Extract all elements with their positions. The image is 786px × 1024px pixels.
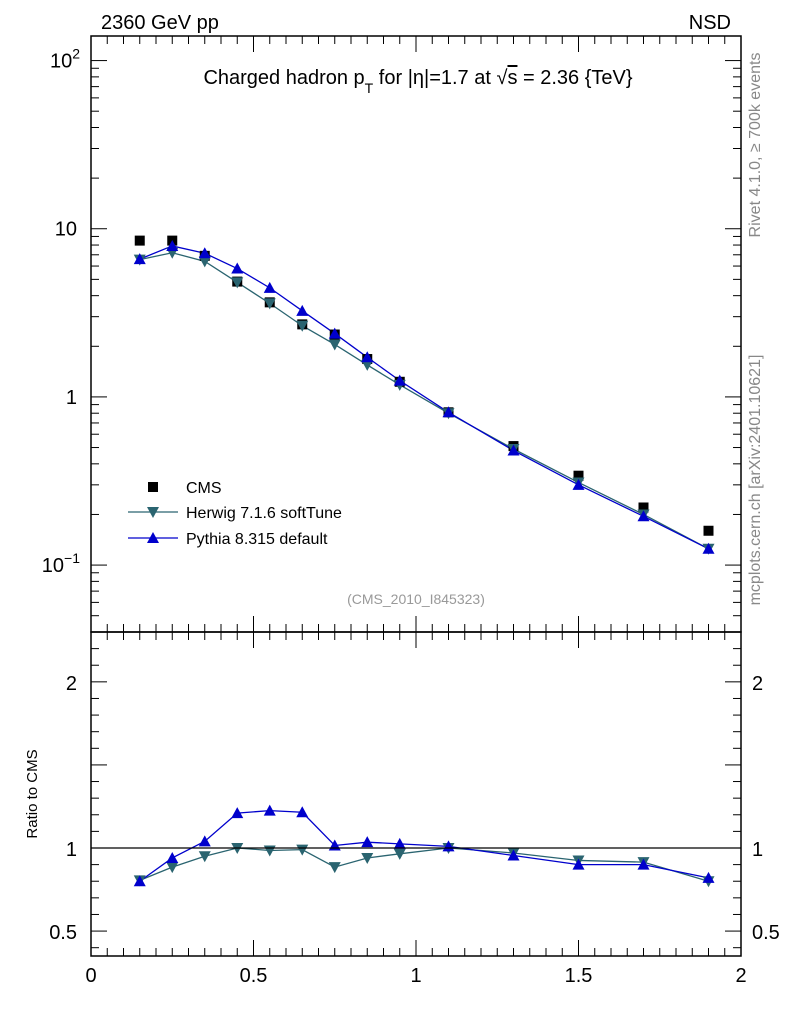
data-point-triangle-up [133,253,146,265]
chart-title: Charged hadron pT for |η|=1.7 at √s = 2.… [203,67,632,96]
data-point-triangle-up [442,406,455,418]
legend: CMS Herwig 7.1.6 softTune Pythia 8.315 d… [128,480,342,548]
data-point-triangle-up [296,304,309,316]
data-point-triangle-up [572,478,585,490]
ratio-series-group [133,804,715,888]
data-point-triangle-down [361,852,374,864]
data-point-triangle-up [328,327,341,339]
data-point-triangle-up [198,247,211,259]
main-series-group [133,235,715,555]
x-tick-label: 2 [735,965,746,987]
ratio-ticks [91,631,741,949]
data-point-triangle-up [507,849,520,861]
data-point-triangle-up [572,858,585,870]
data-point-triangle-up [133,875,146,887]
main-y-tick-label: 10−1 [42,550,80,577]
x-ticks [90,36,742,956]
mcplots-label: mcplots.cern.ch [arXiv:2401.10621] [747,355,764,606]
data-point-triangle-down [198,256,211,268]
data-point-triangle-up [393,837,406,849]
data-point-triangle-up [198,835,211,847]
ratio-y-tick-label-right: 0.5 [752,922,780,944]
data-point-triangle-up [166,851,179,863]
data-point-triangle-down [296,320,309,332]
data-point-triangle-down [393,848,406,860]
data-point-triangle-up [702,871,715,883]
x-tick-label: 1 [410,965,421,987]
main-y-tick-label: 10 [55,219,77,241]
header-left-label: 2360 GeV pp [101,12,219,34]
data-point-triangle-down [328,862,341,874]
data-point-square [638,502,649,513]
data-point-triangle-down [198,851,211,863]
data-point-triangle-up [637,510,650,522]
data-point-triangle-up [361,351,374,363]
data-point-triangle-down [231,277,244,289]
data-point-triangle-up [296,806,309,818]
x-tick-label: 0.5 [240,965,268,987]
data-point-triangle-down [361,359,374,371]
legend-herwig-marker [147,507,159,518]
ratio-y-tick-labels: 2 2 1 1 0.5 0.5 [49,673,780,944]
data-point-triangle-down [166,862,179,874]
data-point-triangle-up [702,542,715,554]
x-tick-labels: 0 0.5 1 1.5 2 [85,965,746,987]
data-point-triangle-up [507,444,520,456]
data-point-triangle-up [231,262,244,274]
ratio-plot-frame [90,631,742,957]
x-tick-label: 0 [85,965,96,987]
ratio-y-tick-label-right: 1 [752,839,763,861]
data-point-triangle-up [231,807,244,819]
series-line [139,252,709,550]
ratio-series-line [139,809,709,882]
data-point-triangle-up [361,836,374,848]
ratio-y-tick-label-right: 2 [752,673,763,695]
legend-herwig-label: Herwig 7.1.6 softTune [186,505,342,522]
ratio-y-tick-label-left: 1 [66,839,77,861]
rivet-version-label: Rivet 4.1.0, ≥ 700k events [747,53,764,238]
data-point-square [573,470,584,481]
data-point-triangle-down [263,298,276,310]
data-point-triangle-up [263,281,276,293]
series-line [139,245,709,550]
analysis-id-label: (CMS_2010_I845323) [347,591,485,607]
data-point-triangle-up [637,858,650,870]
x-tick-label: 1.5 [565,965,593,987]
legend-pythia-marker [147,532,159,543]
main-y-ticks [91,60,741,633]
legend-cms-label: CMS [186,480,222,497]
header-right-label: NSD [689,12,731,34]
ratio-y-axis-label: Ratio to CMS [24,749,41,838]
legend-pythia-label: Pythia 8.315 default [186,531,328,548]
main-y-tick-labels: 102 10 1 10−1 [42,46,80,578]
ratio-y-tick-label-left: 2 [66,673,77,695]
data-point-triangle-down [328,339,341,351]
main-y-tick-label: 1 [66,387,77,409]
data-point-triangle-up [263,804,276,816]
ratio-series-line [139,847,709,882]
data-point-square [134,235,145,246]
data-point-triangle-up [166,239,179,251]
main-y-tick-label: 102 [50,46,80,73]
data-point-triangle-up [393,374,406,386]
data-point-square [703,525,714,536]
legend-cms-marker [148,482,158,492]
ratio-y-tick-label-left: 0.5 [49,922,77,944]
